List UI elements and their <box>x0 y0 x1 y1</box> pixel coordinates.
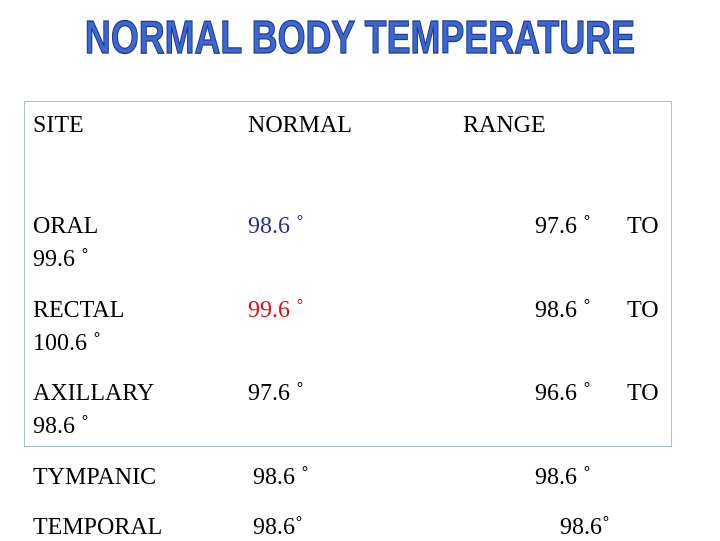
row-rectal-to: TO <box>627 297 659 323</box>
row-oral-to: TO <box>627 213 659 239</box>
row-tympanic-range: 98.6 ˚ <box>535 464 591 490</box>
header-normal: NORMAL <box>248 112 353 138</box>
header-range: RANGE <box>463 112 546 138</box>
row-axillary-to: TO <box>627 380 659 406</box>
page-title: NORMAL BODY TEMPERATURE <box>84 10 636 63</box>
row-temporal-site: TEMPORAL <box>33 514 163 540</box>
header-site: SITE <box>33 112 84 138</box>
row-rectal-normal: 99.6 ˚ <box>248 297 304 323</box>
row-rectal-range-to: 100.6 ˚ <box>33 330 101 356</box>
row-oral-range-from: 97.6 ˚ <box>535 213 591 239</box>
row-tympanic-site: TYMPANIC <box>33 464 157 490</box>
row-axillary-range-from: 96.6 ˚ <box>535 380 591 406</box>
row-temporal-normal: 98.6˚ <box>253 514 303 540</box>
row-tympanic-normal: 98.6 ˚ <box>253 464 309 490</box>
row-axillary-normal: 97.6 ˚ <box>248 380 304 406</box>
row-oral-normal: 98.6 ˚ <box>248 213 304 239</box>
row-rectal-site: RECTAL <box>33 297 125 323</box>
row-axillary-range-to: 98.6 ˚ <box>33 413 89 439</box>
temperature-table-box <box>24 101 672 447</box>
row-oral-range-to: 99.6 ˚ <box>33 246 89 272</box>
row-axillary-site: AXILLARY <box>33 380 155 406</box>
row-oral-site: ORAL <box>33 213 99 239</box>
row-rectal-range-from: 98.6 ˚ <box>535 297 591 323</box>
row-temporal-range: 98.6˚ <box>560 514 610 540</box>
